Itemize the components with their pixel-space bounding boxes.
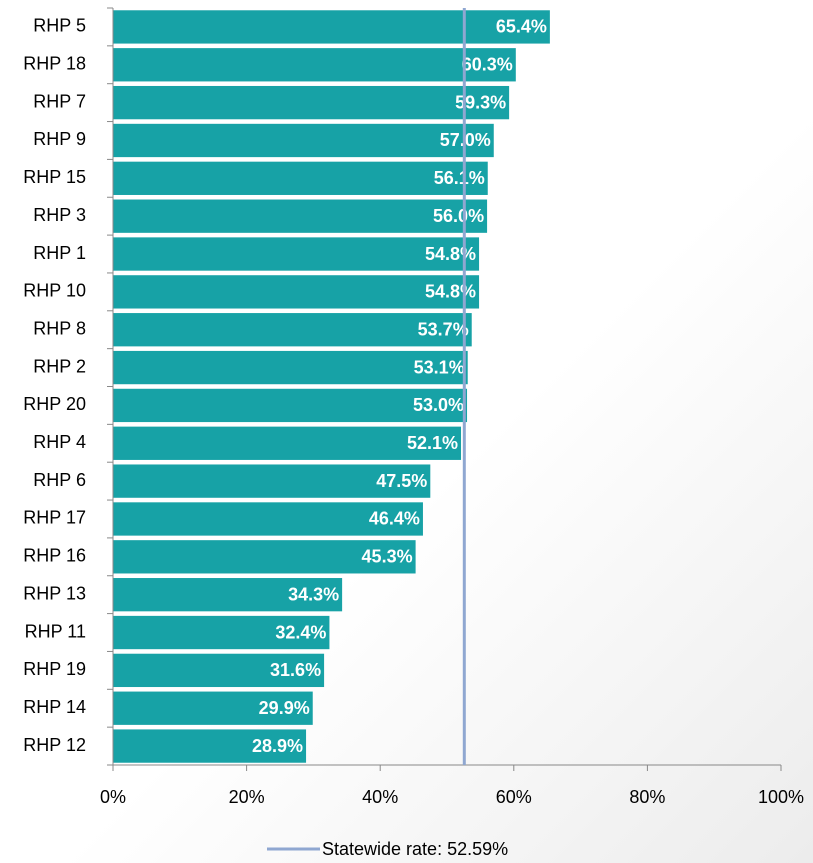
- value-label: 28.9%: [252, 736, 303, 756]
- bar: [113, 313, 472, 347]
- bar: [113, 464, 431, 498]
- bar: [113, 502, 423, 536]
- bar: [113, 653, 325, 688]
- bar: [113, 350, 468, 385]
- legend-label: Statewide rate: 52.59%: [322, 839, 508, 859]
- value-label: 60.3%: [462, 55, 513, 75]
- y-tick-label: RHP 19: [23, 659, 86, 679]
- value-label: 31.6%: [270, 660, 321, 680]
- bar: [113, 691, 313, 725]
- bar: [113, 199, 488, 233]
- value-label: 53.0%: [413, 395, 464, 415]
- bar: [113, 123, 494, 158]
- y-tick-label: RHP 16: [23, 546, 86, 566]
- value-label: 47.5%: [376, 471, 427, 491]
- value-label: 54.8%: [425, 244, 476, 264]
- value-label: 52.1%: [407, 433, 458, 453]
- value-label: 53.1%: [414, 357, 465, 377]
- value-label: 56.1%: [434, 168, 485, 188]
- y-tick-label: RHP 1: [33, 243, 86, 263]
- value-label: 54.8%: [425, 282, 476, 302]
- y-tick-label: RHP 14: [23, 697, 86, 717]
- value-label: 46.4%: [369, 509, 420, 529]
- y-tick-label: RHP 13: [23, 583, 86, 603]
- value-label: 32.4%: [275, 622, 326, 642]
- y-tick-label: RHP 3: [33, 205, 86, 225]
- y-tick-label: RHP 12: [23, 735, 86, 755]
- bar: [113, 540, 416, 574]
- bar: [113, 275, 480, 309]
- y-tick-label: RHP 8: [33, 318, 86, 338]
- value-label: 56.0%: [433, 206, 484, 226]
- value-label: 59.3%: [455, 92, 506, 112]
- bar: [113, 161, 488, 195]
- bar: [113, 426, 462, 460]
- x-tick-label: 80%: [629, 787, 665, 807]
- value-label: 29.9%: [259, 698, 310, 718]
- value-label: 53.7%: [418, 319, 469, 339]
- y-tick-label: RHP 15: [23, 167, 86, 187]
- x-tick-label: 40%: [362, 787, 398, 807]
- y-tick-label: RHP 2: [33, 356, 86, 376]
- x-tick-label: 60%: [496, 787, 532, 807]
- y-tick-label: RHP 20: [23, 394, 86, 414]
- bar: [113, 237, 480, 271]
- y-tick-label: RHP 10: [23, 281, 86, 301]
- bar: [113, 388, 468, 423]
- y-tick-label: RHP 5: [33, 16, 86, 36]
- bar: [113, 578, 343, 612]
- bar: [113, 729, 307, 763]
- y-tick-label: RHP 18: [23, 54, 86, 74]
- x-tick-label: 100%: [758, 787, 804, 807]
- y-tick-label: RHP 6: [33, 470, 86, 490]
- y-tick-label: RHP 9: [33, 129, 86, 149]
- x-tick-label: 20%: [229, 787, 265, 807]
- value-label: 45.3%: [362, 547, 413, 567]
- value-label: 65.4%: [496, 17, 547, 37]
- x-tick-label: 0%: [100, 787, 126, 807]
- y-tick-label: RHP 17: [23, 508, 86, 528]
- y-tick-label: RHP 4: [33, 432, 86, 452]
- bar: [113, 48, 516, 82]
- bar: [113, 10, 550, 44]
- y-tick-label: RHP 7: [33, 91, 86, 111]
- bar: [113, 85, 510, 120]
- bar: [113, 615, 330, 650]
- value-label: 34.3%: [288, 584, 339, 604]
- y-tick-label: RHP 11: [25, 621, 86, 641]
